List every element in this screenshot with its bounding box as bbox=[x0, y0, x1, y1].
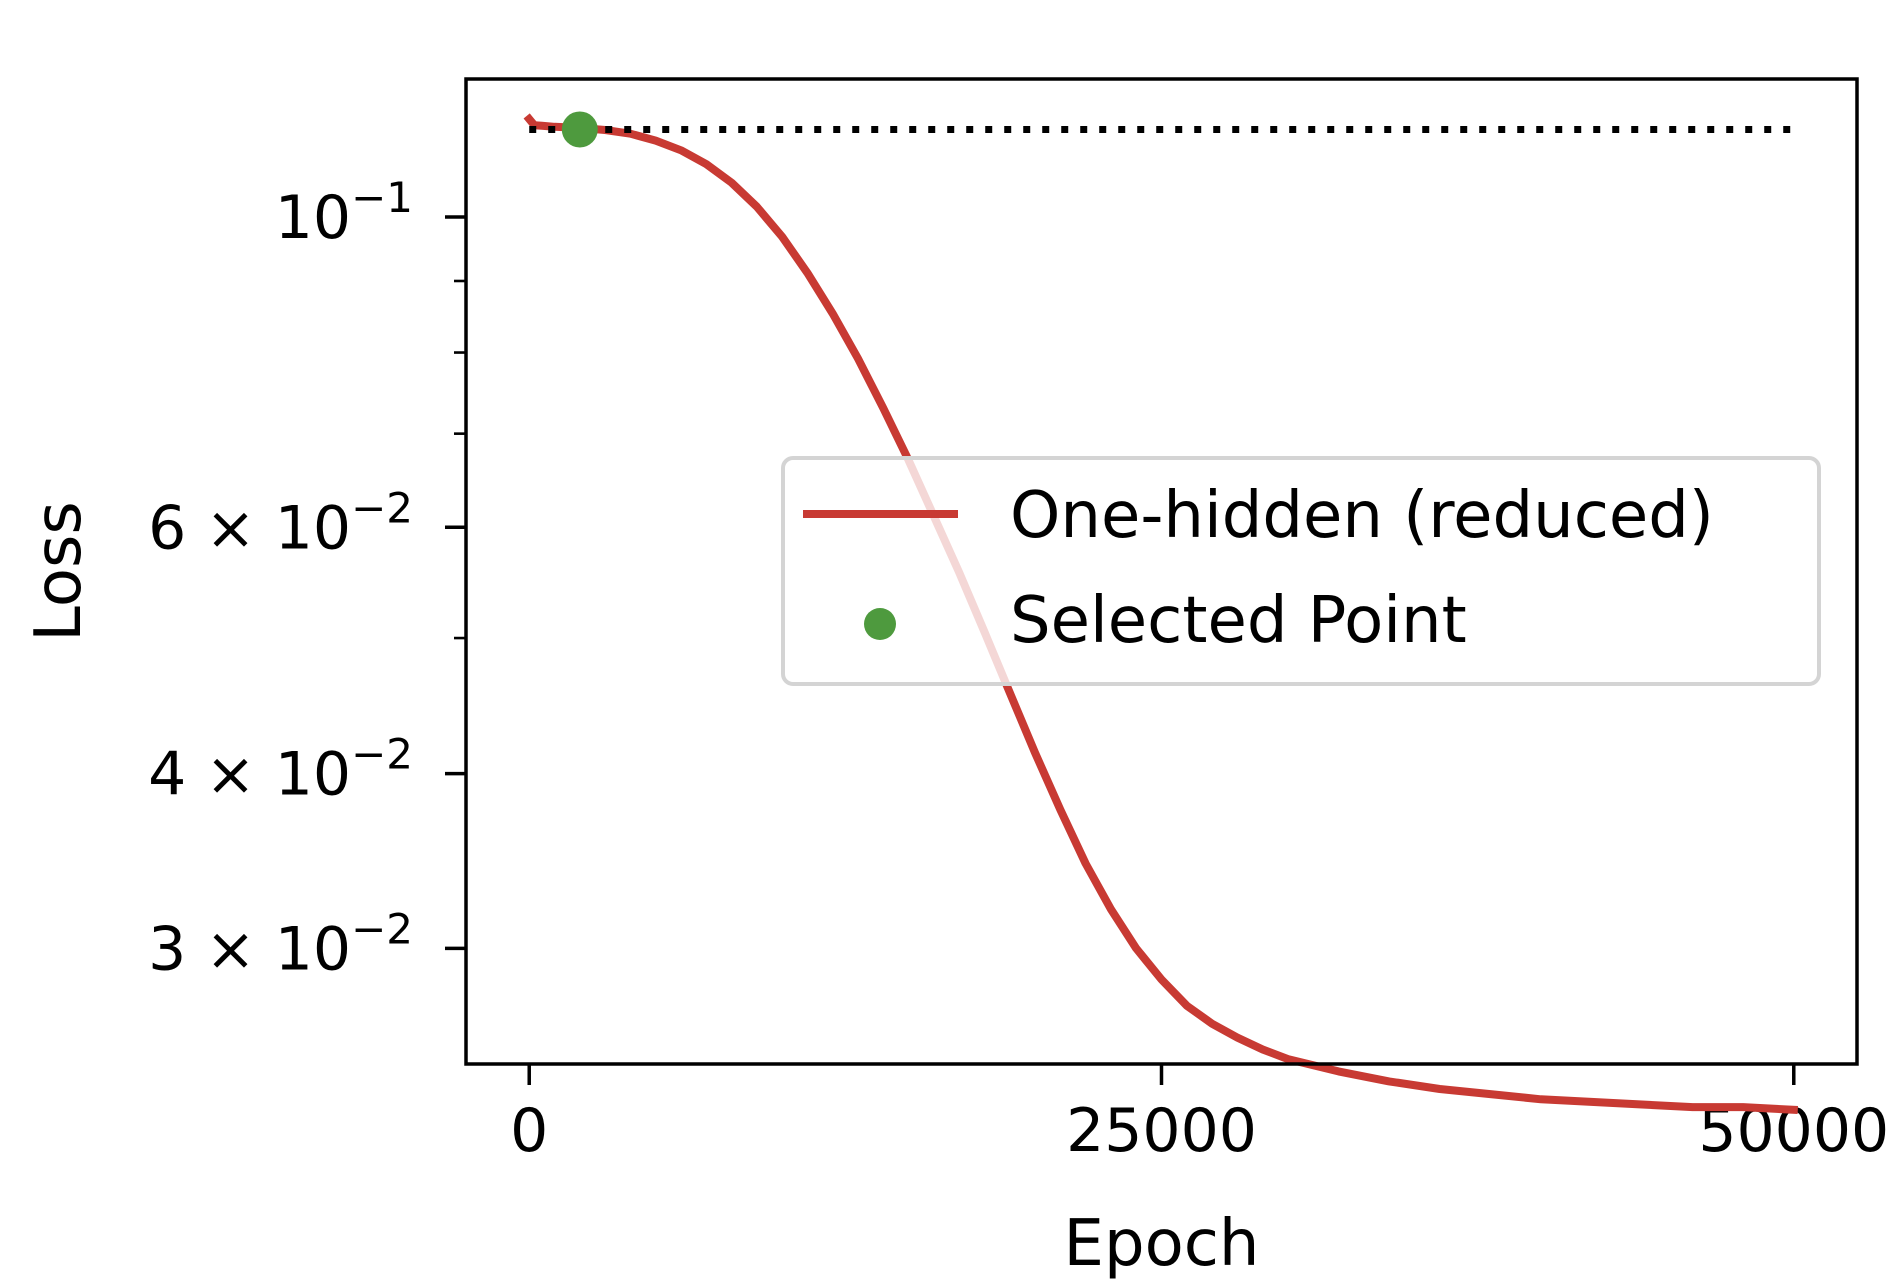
x-axis-ticks: 0 25000 50000 bbox=[510, 1064, 1889, 1166]
legend: One-hidden (reduced) Selected Point bbox=[781, 456, 1821, 686]
loss-curve-line bbox=[523, 113, 1799, 1115]
y-tick-label: 10−1 bbox=[275, 173, 413, 253]
legend-swatch-point bbox=[864, 608, 896, 640]
plot-area bbox=[523, 111, 1799, 1115]
y-tick-label: 6 × 10−2 bbox=[148, 483, 413, 563]
x-tick-label: 0 bbox=[510, 1096, 548, 1166]
selected-point-marker bbox=[561, 111, 598, 148]
legend-label-one-hidden: One-hidden (reduced) bbox=[1010, 479, 1714, 553]
legend-label-selected-point: Selected Point bbox=[1010, 584, 1467, 658]
y-tick-label: 3 × 10−2 bbox=[148, 904, 413, 984]
y-axis-ticks: 10−1 6 × 10−2 4 × 10−2 3 × 10−2 bbox=[148, 173, 466, 984]
y-axis-label: Loss bbox=[22, 501, 96, 641]
legend-box bbox=[781, 456, 1821, 686]
axes-frame bbox=[464, 77, 1859, 1066]
y-minor-ticks bbox=[454, 279, 466, 640]
y-tick-label: 4 × 10−2 bbox=[148, 730, 413, 810]
x-tick-label: 25000 bbox=[1066, 1096, 1257, 1166]
x-axis-label: Epoch bbox=[1064, 1207, 1260, 1281]
